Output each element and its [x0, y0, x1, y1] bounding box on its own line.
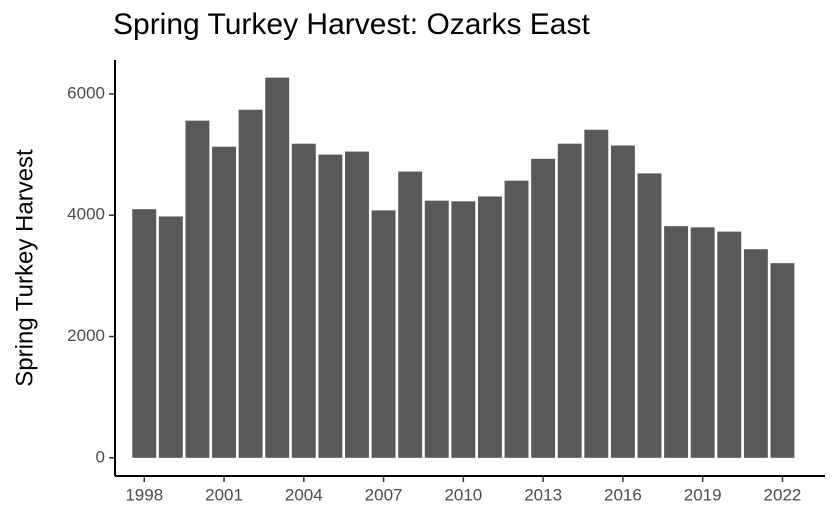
x-tick-label: 2010 [444, 485, 482, 504]
bar [318, 154, 343, 458]
bar [371, 210, 396, 458]
bar [770, 263, 795, 458]
x-tick-label: 2007 [365, 485, 403, 504]
bar [531, 158, 556, 458]
bar [557, 143, 582, 458]
x-tick-label: 2004 [285, 485, 323, 504]
y-tick-label: 2000 [67, 326, 105, 345]
x-tick-label: 2013 [524, 485, 562, 504]
y-tick-label: 0 [96, 447, 105, 466]
y-axis-label: Spring Turkey Harvest [11, 149, 38, 387]
bar [185, 120, 210, 458]
x-tick-label: 1998 [125, 485, 163, 504]
bar [158, 216, 183, 458]
bar [717, 231, 742, 458]
bar [451, 201, 476, 458]
bar [291, 143, 316, 458]
bar [664, 226, 689, 458]
bar [132, 209, 157, 458]
x-tick-label: 2022 [764, 485, 802, 504]
bar [610, 145, 635, 458]
bar [212, 146, 236, 458]
bar [584, 129, 609, 458]
bar [345, 151, 369, 458]
y-tick-label: 6000 [67, 83, 105, 102]
x-tick-label: 2016 [604, 485, 642, 504]
bar [238, 109, 263, 458]
chart-title: Spring Turkey Harvest: Ozarks East [113, 8, 590, 41]
x-tick-label: 2019 [684, 485, 722, 504]
bar [265, 77, 290, 458]
bar [424, 200, 449, 458]
bar [637, 173, 662, 458]
bar [398, 171, 423, 458]
x-tick-label: 2001 [205, 485, 243, 504]
bar [743, 249, 768, 458]
bar [477, 196, 502, 458]
y-tick-label: 4000 [67, 205, 105, 224]
bar [690, 227, 715, 458]
bar [504, 180, 529, 458]
